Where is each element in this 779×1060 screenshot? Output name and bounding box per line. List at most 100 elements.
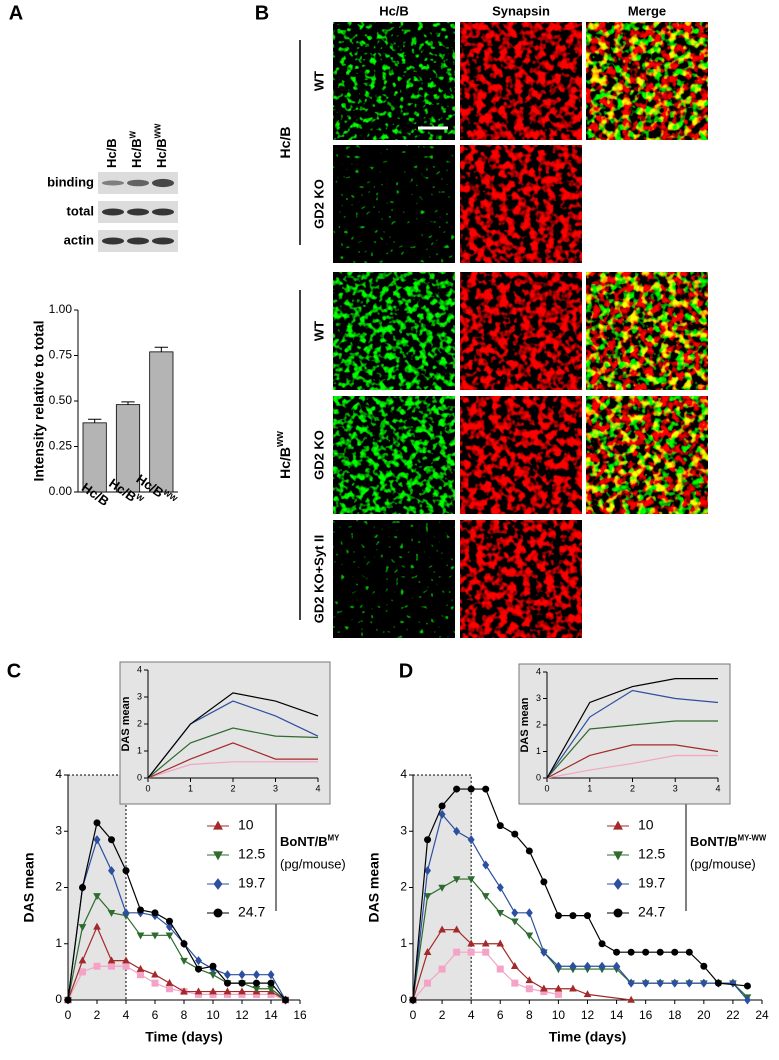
blot-band [102,208,124,216]
legend-label: 10 [638,817,654,833]
group-label-main: Hc/B [277,127,293,159]
marker [685,978,693,988]
x-tick-label: 12 [235,1008,249,1022]
marker [438,884,446,892]
x-tick-label: 2 [94,1008,101,1022]
marker [569,984,577,992]
marker [525,932,534,940]
series-line [412,929,632,1001]
marker [525,908,533,918]
marker [511,979,519,987]
y-tick-label: 1 [55,936,62,950]
x-tick-label: 2 [230,783,235,793]
y-axis-label: DAS mean [120,696,132,751]
marker [453,948,461,956]
error-bar [121,401,135,405]
marker [151,932,159,940]
micrograph [460,145,582,263]
blot-band [127,208,149,216]
marker [267,979,275,987]
x-tick-label: 24 [755,1008,769,1022]
lane-label-main: Hc/B [154,138,169,168]
x-tick-label: 14 [264,1008,278,1022]
x-tick-label: 0 [145,783,150,793]
marker [166,985,173,993]
marker [467,785,475,793]
marker [78,924,87,932]
series-line [147,761,318,779]
marker [525,847,533,855]
marker [195,965,202,973]
marker [496,939,505,947]
lane-label-main: Hc/B [129,138,144,168]
marker [613,851,623,861]
marker [209,962,217,970]
marker [213,851,223,861]
x-tick-label: 16 [639,1008,653,1022]
marker [627,978,635,988]
marker [166,917,173,925]
series-line [147,727,319,779]
marker [253,990,260,998]
blot-row-label: binding [47,174,94,189]
marker [195,990,202,998]
series-line [546,720,718,779]
micrograph [586,272,708,390]
marker [496,965,504,973]
blot-band [127,237,149,245]
marker [424,836,432,844]
marker [64,996,72,1004]
y-tick-label: 0.00 [49,484,73,498]
y-tick-label: 4 [55,767,62,781]
inset-bg [518,663,731,805]
marker [743,982,751,990]
marker [598,961,606,971]
micrograph [460,520,582,638]
lane-label: Hc/B [104,138,119,168]
x-tick-label: 1 [587,783,592,793]
marker [165,932,174,940]
x-tick-label: 20 [697,1008,711,1022]
marker [554,961,562,971]
marker [511,908,519,918]
marker [613,948,621,956]
y-tick-label: 3 [400,823,407,837]
column-header: Hc/B [379,3,409,18]
marker [496,882,504,893]
marker [137,971,144,979]
marker [554,990,562,998]
marker [267,985,275,993]
x-tick-label: 2 [439,1008,446,1022]
x-tick-label: 10 [552,1008,566,1022]
marker [424,866,432,876]
lane-label-sup: W [129,130,138,138]
marker [743,995,751,1005]
marker [223,987,232,995]
marker [438,925,446,933]
marker [238,990,246,998]
y-axis-label: DAS mean [366,852,382,922]
marker [224,990,231,998]
series-line [147,692,319,779]
y-tick-label: 0.25 [49,439,73,453]
marker [482,948,490,956]
marker [671,978,679,988]
marker [467,835,475,845]
series-line [546,689,719,779]
marker [252,985,261,993]
y-tick-label: 1.00 [49,302,73,316]
row-label: GD2 KO [311,179,326,229]
marker [467,876,476,884]
y-tick-label: 0.75 [49,348,73,362]
legend-title-main: BoNT/B [280,834,328,849]
legend-label: 12.5 [238,846,265,862]
marker [569,912,577,920]
marker [108,866,115,876]
marker [613,961,621,971]
legend-label: 12.5 [638,846,665,862]
marker [438,965,446,973]
y-tick-label: 4 [137,664,142,674]
marker [584,961,591,971]
marker [107,910,116,918]
marker [253,979,260,987]
